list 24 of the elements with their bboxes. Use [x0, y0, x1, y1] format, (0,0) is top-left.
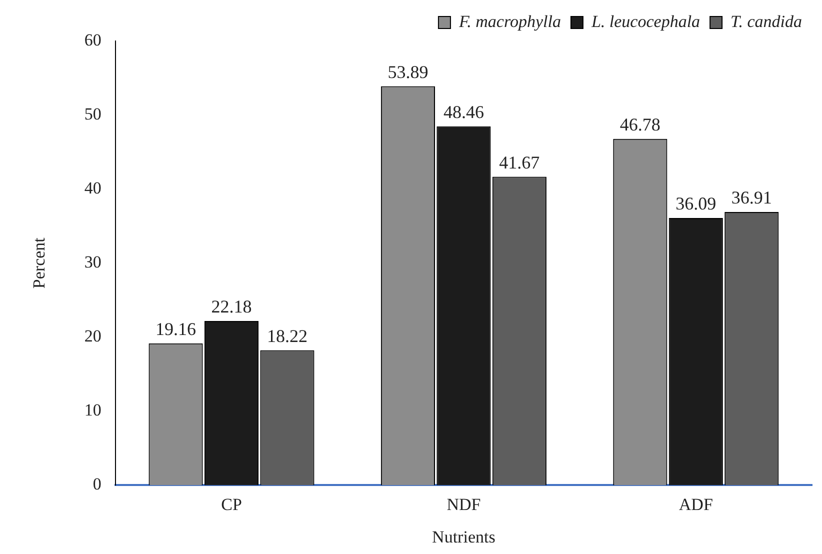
x-tick-label: NDF: [446, 494, 481, 514]
x-axis-title: Nutrients: [432, 527, 496, 546]
y-tick-label: 30: [84, 252, 102, 272]
x-tick-label: CP: [221, 494, 242, 514]
data-label: 36.91: [731, 188, 772, 208]
data-label: 46.78: [620, 114, 660, 135]
x-tick-label: ADF: [678, 494, 713, 514]
data-label: 41.67: [499, 152, 540, 172]
y-axis-title: Percent: [30, 237, 49, 289]
data-label: 36.09: [676, 194, 716, 214]
legend-label: L. leucocephala: [590, 12, 700, 31]
data-label: 53.89: [388, 62, 428, 82]
data-label: 22.18: [211, 296, 252, 317]
y-tick-label: 10: [84, 400, 102, 420]
y-tick-label: 40: [84, 178, 102, 198]
y-tick-label: 50: [84, 104, 102, 124]
y-tick-label: 60: [84, 30, 102, 50]
data-label: 18.22: [266, 326, 308, 346]
legend-label: F. macrophylla: [458, 12, 561, 31]
y-tick-label: 20: [84, 326, 102, 346]
legend-label: T. candida: [730, 12, 802, 31]
data-label: 48.46: [443, 102, 484, 122]
y-tick-label: 0: [92, 474, 102, 494]
data-label: 19.16: [156, 319, 196, 340]
